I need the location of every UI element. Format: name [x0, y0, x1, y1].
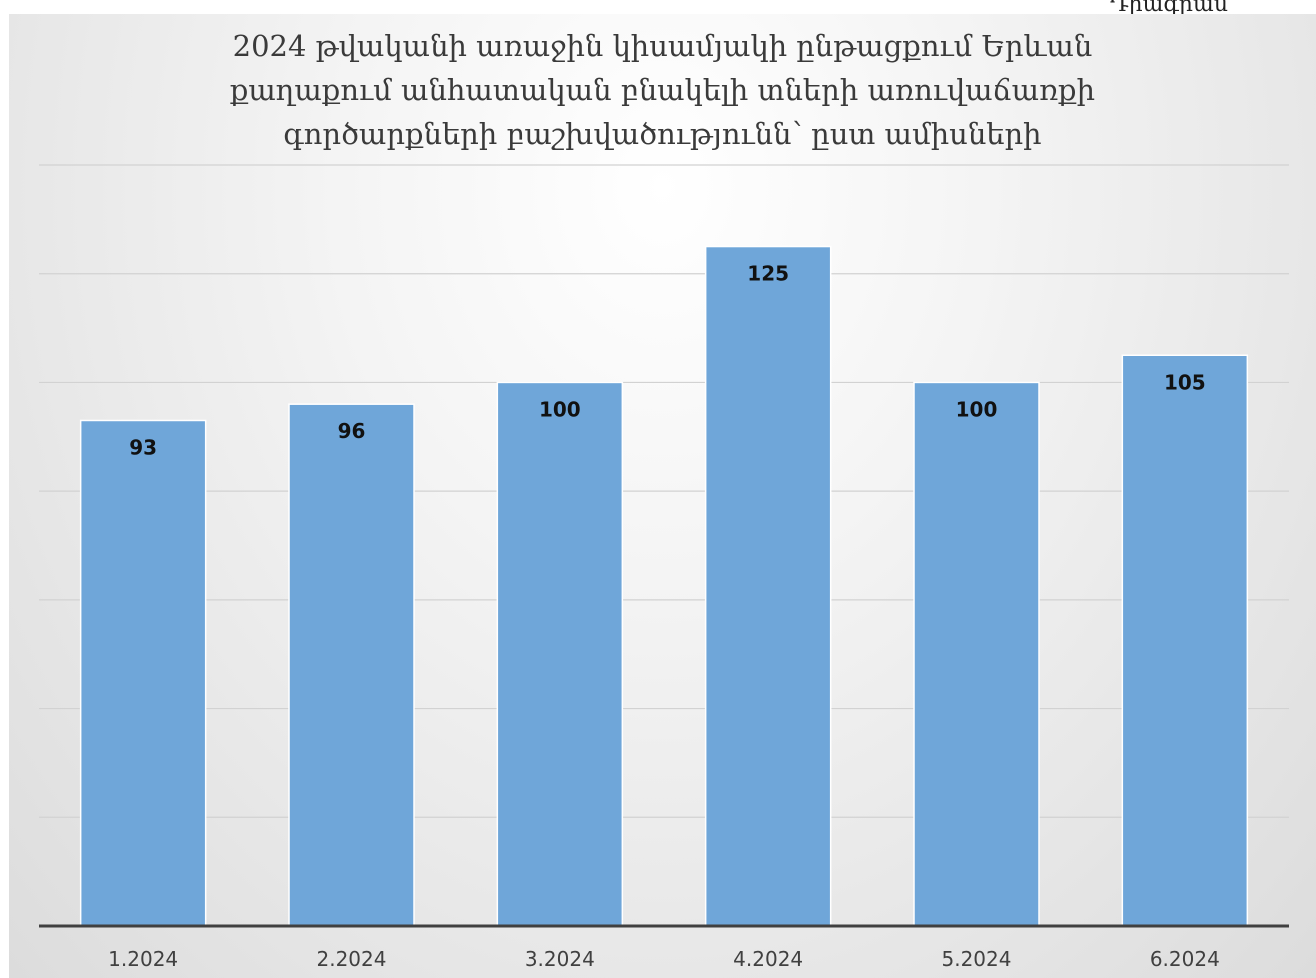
data-label: 100	[956, 397, 998, 421]
chart-title-line-1: 2024 թվականի առաջին կիսամյակի ընթացքում …	[232, 29, 1093, 63]
bar	[704, 245, 832, 927]
x-tick-label: 3.2024	[525, 947, 595, 971]
data-label: 93	[129, 435, 157, 459]
data-label: 100	[539, 397, 581, 421]
x-tick-label: 6.2024	[1150, 947, 1220, 971]
bar	[288, 403, 415, 927]
data-label: 125	[747, 262, 789, 286]
chart-title-line-2: քաղաքում անհատական բնակելի տների առուվաճ…	[229, 73, 1096, 107]
bar	[1121, 354, 1249, 927]
data-label: 105	[1164, 370, 1206, 394]
data-label: 96	[338, 419, 366, 443]
corner-caption: Դիագրամ	[1110, 0, 1228, 17]
bar-chart: 93 1.2024 96 2.2024 100 3.2024 125 4.2024 100 5.2…	[39, 164, 1289, 971]
chart-area: 2024 թվականի առաջին կիսամյակի ընթացքում …	[9, 14, 1316, 978]
bar	[496, 381, 624, 927]
chart-title-line-3: գործարքների բաշխվածությունն՝ ըստ ամիսներ…	[283, 117, 1042, 151]
x-tick-label: 4.2024	[733, 947, 803, 971]
chart-title: 2024 թվականի առաջին կիսամյակի ընթացքում …	[9, 24, 1316, 156]
x-tick-label: 5.2024	[942, 947, 1012, 971]
x-tick-label: 1.2024	[108, 947, 178, 971]
bar	[79, 419, 207, 927]
x-tick-label: 2.2024	[317, 947, 387, 971]
bar	[913, 381, 1040, 927]
